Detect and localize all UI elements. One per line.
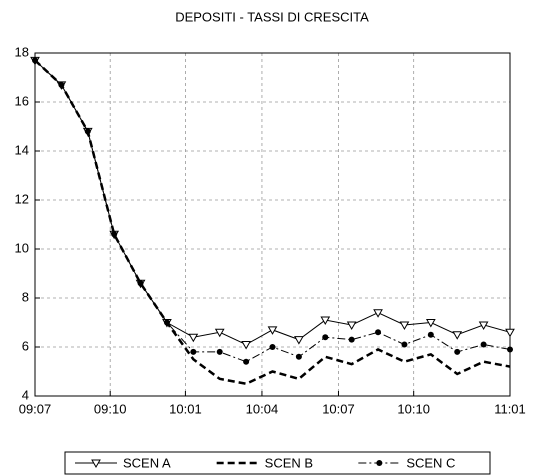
- plot-frame: [34, 52, 511, 397]
- marker: [427, 331, 434, 338]
- y-tick-label: 12: [15, 191, 29, 206]
- marker: [163, 319, 170, 326]
- y-tick-label: 8: [22, 289, 29, 304]
- marker: [373, 309, 383, 318]
- legend-box: [64, 451, 491, 475]
- marker: [322, 334, 329, 341]
- y-tick-label: 10: [15, 240, 29, 255]
- marker: [454, 348, 461, 355]
- legend-label: SCEN A: [123, 455, 171, 470]
- marker: [294, 336, 304, 345]
- y-tick-label: 4: [22, 387, 29, 402]
- marker: [401, 341, 408, 348]
- x-tick-label: 10:01: [169, 401, 202, 416]
- marker: [32, 57, 38, 64]
- marker: [452, 331, 463, 340]
- marker: [399, 321, 410, 330]
- marker: [243, 358, 250, 365]
- marker: [137, 280, 144, 287]
- marker: [188, 333, 199, 343]
- marker: [478, 321, 489, 330]
- marker: [84, 128, 91, 135]
- y-tick-label: 18: [15, 44, 29, 59]
- x-tick-label: 09:10: [94, 401, 127, 416]
- marker: [425, 319, 436, 328]
- y-tick-label: 14: [15, 142, 29, 157]
- line-series: [34, 59, 511, 363]
- x-tick-label: 10:04: [246, 401, 279, 416]
- x-tick-label: 11:01: [494, 401, 526, 416]
- marker: [505, 328, 515, 338]
- marker: [376, 460, 383, 466]
- marker: [58, 81, 65, 88]
- marker: [375, 329, 382, 336]
- y-tick-label: 16: [15, 93, 29, 108]
- line-series: [34, 59, 511, 386]
- marker: [91, 459, 101, 469]
- marker: [190, 348, 197, 355]
- marker: [320, 316, 331, 326]
- marker: [241, 341, 251, 350]
- x-tick-label: 09:07: [19, 401, 52, 416]
- marker: [507, 346, 513, 353]
- legend-label: SCEN B: [265, 455, 313, 470]
- chart-title: DEPOSITI - TASSI DI CRESCITA: [175, 9, 369, 24]
- marker: [346, 321, 357, 330]
- marker: [214, 328, 225, 338]
- marker: [348, 336, 355, 343]
- marker: [216, 348, 223, 355]
- marker: [111, 231, 118, 238]
- x-tick-label: 10:07: [322, 401, 355, 416]
- y-tick-label: 6: [22, 338, 29, 353]
- marker: [295, 353, 302, 360]
- marker: [267, 326, 278, 335]
- x-tick-label: 10:10: [397, 401, 430, 416]
- marker: [480, 341, 487, 348]
- marker: [269, 344, 276, 350]
- legend-label: SCEN C: [406, 455, 455, 470]
